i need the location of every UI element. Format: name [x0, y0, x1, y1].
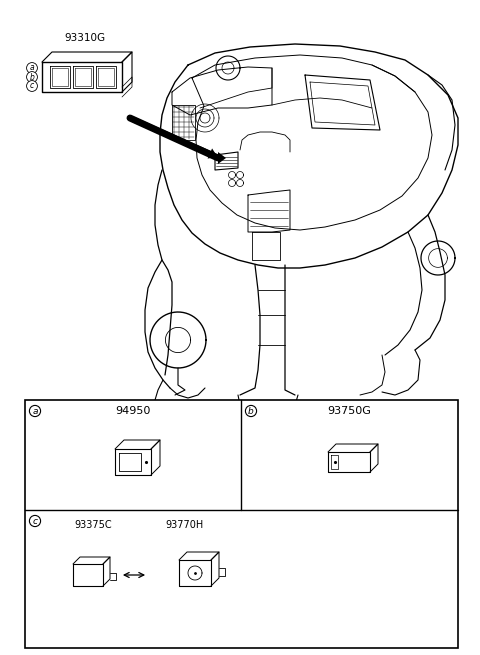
Text: 94950: 94950 — [115, 406, 151, 416]
Bar — [25, 400, 458, 648]
Text: 93770H: 93770H — [166, 520, 204, 530]
Text: a: a — [30, 64, 34, 73]
Text: b: b — [30, 73, 35, 81]
Text: c: c — [33, 517, 37, 525]
Text: 93375C: 93375C — [74, 520, 112, 530]
Text: b: b — [248, 407, 254, 415]
Polygon shape — [218, 152, 226, 164]
Text: 93750G: 93750G — [327, 406, 372, 416]
FancyArrowPatch shape — [132, 117, 217, 159]
Text: c: c — [30, 81, 34, 90]
Text: a: a — [32, 407, 38, 415]
Text: 93310G: 93310G — [64, 33, 106, 43]
